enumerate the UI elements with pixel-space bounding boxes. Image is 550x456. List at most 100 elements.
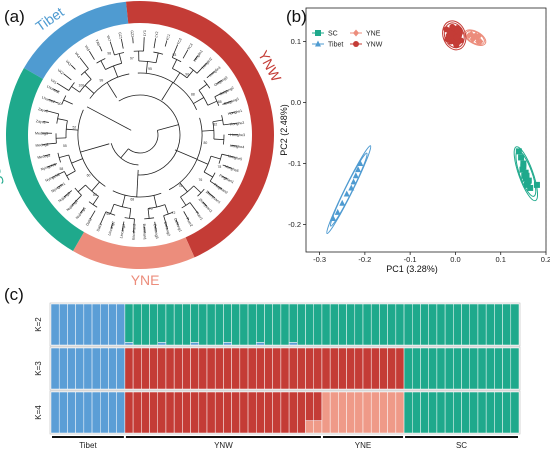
pca-x-axis-label: PC1 (3.28%)	[386, 264, 438, 274]
pca-x-tick-label: -0.3	[313, 255, 326, 264]
tree-branch	[175, 219, 179, 226]
structure-bar	[329, 303, 339, 346]
pca-point-sc	[515, 148, 522, 155]
pca-point-ynw	[448, 30, 455, 37]
structure-bar	[198, 391, 208, 434]
tree-branch	[91, 181, 100, 192]
group-label-yne: YNE	[131, 272, 160, 288]
tree-branch	[120, 148, 129, 159]
tree-branch	[216, 80, 222, 85]
structure-bar	[362, 303, 372, 346]
structure-bar	[75, 347, 85, 390]
structure-row-frame	[49, 346, 521, 391]
tip-label: YC3	[187, 43, 194, 51]
tree-branch	[214, 96, 220, 106]
structure-bar	[247, 347, 257, 390]
bootstrap-label: 50	[58, 102, 62, 106]
tree-branch	[92, 196, 99, 205]
structure-bar	[305, 303, 314, 346]
structure-row-label: K=4	[34, 405, 43, 420]
tree-branch	[110, 204, 115, 214]
bootstrap-label: 78	[218, 165, 222, 169]
structure-bar	[362, 347, 372, 390]
tip-label: Dali2	[85, 217, 93, 226]
structure-bar	[231, 303, 241, 346]
structure-bar	[288, 342, 298, 346]
group-arc-ynw	[125, 0, 274, 258]
structure-bar	[395, 391, 405, 434]
tip-label: Nyingchi1	[51, 182, 66, 194]
structure-bar	[510, 303, 520, 346]
structure-bar	[461, 347, 470, 390]
tree-branch	[153, 38, 157, 49]
structure-bar	[412, 303, 421, 346]
tree-branches	[42, 37, 239, 233]
structure-bar	[428, 391, 438, 434]
group-arc-sc	[5, 68, 84, 252]
pca-point-sc	[523, 181, 530, 188]
structure-bar	[469, 303, 479, 346]
tip-label: Medog1	[37, 153, 51, 160]
structure-bar	[280, 347, 290, 390]
structure-bar	[313, 347, 323, 390]
structure-bar	[91, 303, 101, 346]
tip-label: YA5	[84, 44, 91, 52]
pca-y-tick-label: 0.0	[291, 98, 301, 107]
structure-bar	[256, 391, 265, 434]
structure-bar	[124, 391, 134, 434]
structure-bar	[100, 303, 109, 346]
structure-bar	[297, 347, 306, 390]
tree-branch	[207, 191, 216, 199]
pca-point-sc	[522, 175, 529, 182]
tree-branch	[80, 207, 85, 214]
bootstrap-label: 97	[130, 56, 134, 60]
tree-branch	[221, 115, 224, 125]
tree-branch	[229, 111, 236, 114]
tree-branch	[113, 65, 119, 78]
tip-label: Guigang3	[223, 97, 239, 106]
bootstrap-label: 70	[149, 207, 153, 211]
structure-bar	[264, 303, 273, 346]
pca-point-ynw	[455, 39, 462, 46]
pca-point-tibet	[352, 172, 359, 179]
tree-branch	[51, 171, 65, 178]
pca-point-ynw	[444, 36, 451, 43]
tip-label: Zhenyuan2	[198, 197, 213, 213]
structure-bar	[173, 391, 183, 434]
structure-bar	[231, 347, 241, 390]
structure-row-label: K=2	[34, 317, 43, 332]
panel-b-label: (b)	[286, 7, 307, 26]
structure-bar	[313, 303, 323, 346]
bootstrap-label: 63	[93, 193, 97, 197]
tip-label: Baoshan2	[132, 224, 137, 240]
structure-bar	[420, 303, 429, 346]
structure-bar	[206, 347, 216, 390]
bootstrap-label: 52	[72, 125, 76, 129]
structure-bar	[502, 347, 512, 390]
pca-point-yne	[477, 38, 484, 46]
tree-branch	[45, 109, 59, 115]
tip-label: Baoshan1	[142, 224, 147, 240]
bootstrap-label: 72	[172, 211, 176, 215]
structure-bar	[321, 347, 331, 390]
tree-branch	[56, 113, 60, 124]
structure-bar	[149, 303, 158, 346]
structure-bar	[412, 347, 421, 390]
tree-branch	[128, 130, 159, 154]
tree-branch	[129, 208, 132, 219]
tip-label: YA2	[57, 68, 65, 75]
tree-branch	[193, 97, 204, 104]
structure-bar	[198, 303, 208, 346]
tree-branch	[120, 38, 124, 49]
tree-branch	[223, 134, 225, 145]
pca-y-tick-label: -0.2	[288, 220, 301, 229]
tree-branch	[109, 41, 115, 56]
structure-group-axis: Tibet YNW YNE SC	[52, 436, 518, 450]
tree-branch	[136, 169, 139, 197]
structure-bar	[206, 303, 216, 346]
structure-group-label: YNW	[214, 441, 233, 450]
structure-bar	[272, 391, 282, 434]
structure-bar	[288, 347, 298, 390]
structure-bar	[288, 391, 298, 434]
pca-point-sc	[523, 172, 530, 179]
